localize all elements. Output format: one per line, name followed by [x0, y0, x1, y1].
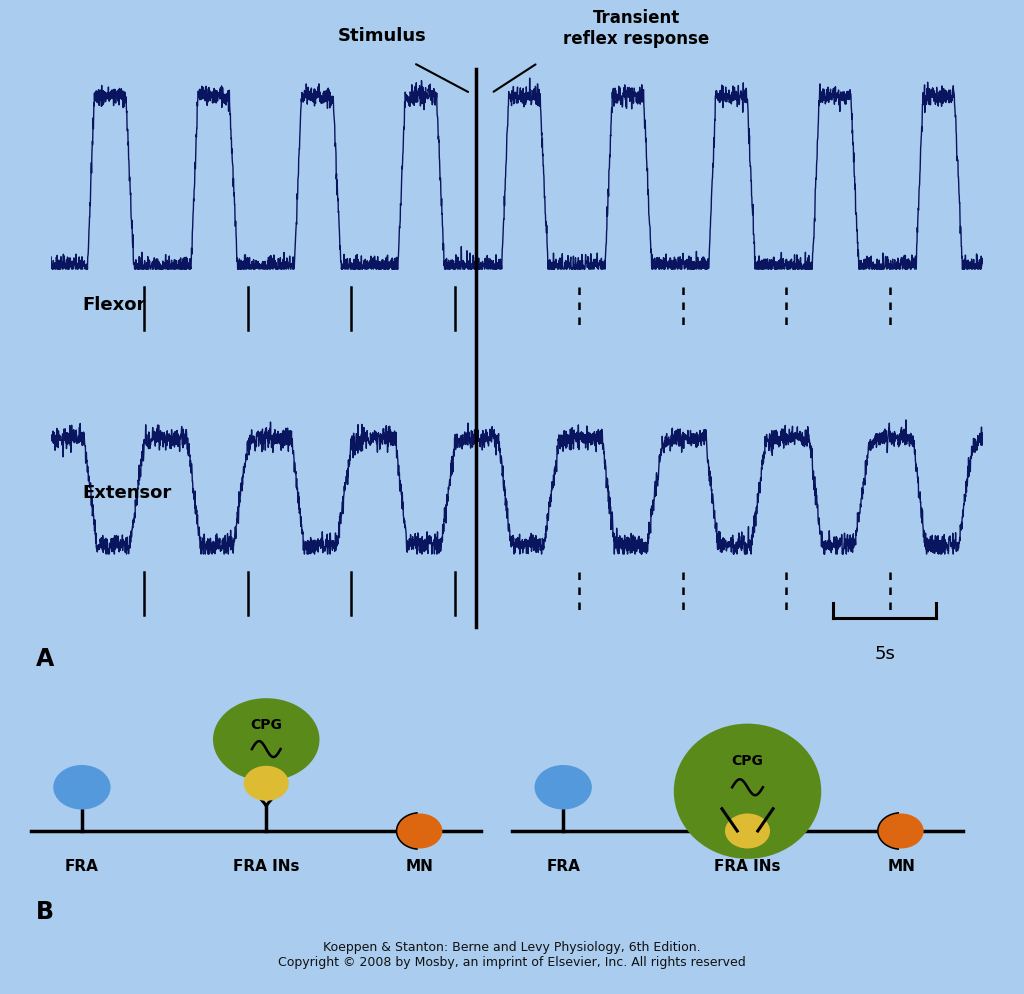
Circle shape: [213, 698, 319, 781]
Circle shape: [535, 765, 592, 809]
Text: Flexor: Flexor: [82, 296, 145, 314]
Text: MN: MN: [887, 859, 915, 874]
Text: CPG: CPG: [731, 754, 764, 768]
Text: FRA: FRA: [546, 859, 581, 874]
Text: Transient
reflex response: Transient reflex response: [563, 9, 710, 48]
Circle shape: [879, 813, 924, 849]
Text: Extensor: Extensor: [82, 484, 171, 502]
Text: Stimulus: Stimulus: [338, 27, 427, 45]
Text: 5s: 5s: [874, 645, 895, 663]
Circle shape: [244, 765, 289, 801]
Text: CPG: CPG: [250, 719, 283, 733]
Text: B: B: [36, 901, 54, 924]
Ellipse shape: [674, 724, 821, 859]
Circle shape: [53, 765, 111, 809]
Text: Koeppen & Stanton: Berne and Levy Physiology, 6th Edition.
Copyright © 2008 by M: Koeppen & Stanton: Berne and Levy Physio…: [279, 941, 745, 969]
Text: FRA: FRA: [65, 859, 99, 874]
Text: FRA INs: FRA INs: [715, 859, 780, 874]
Circle shape: [725, 813, 770, 849]
Circle shape: [397, 813, 442, 849]
Text: FRA INs: FRA INs: [233, 859, 299, 874]
Text: A: A: [36, 647, 54, 671]
Text: MN: MN: [406, 859, 434, 874]
